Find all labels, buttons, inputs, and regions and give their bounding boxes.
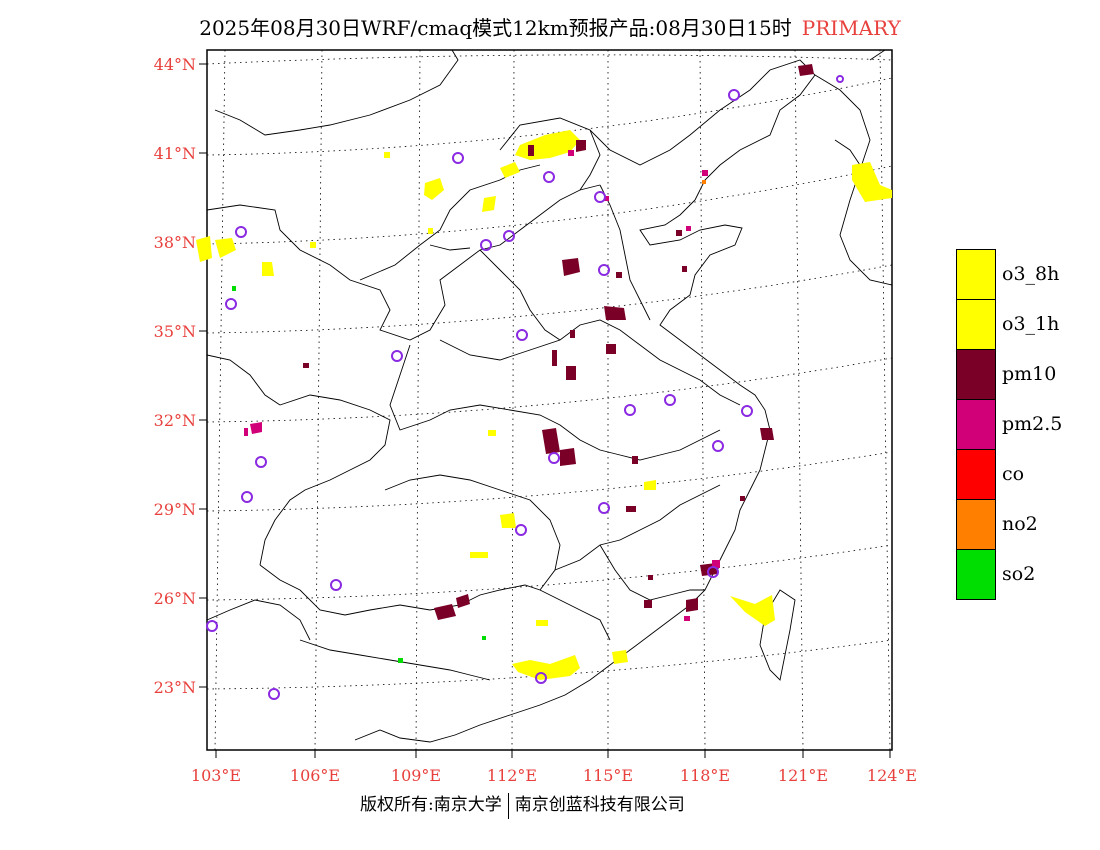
pm25-cell: [250, 422, 262, 434]
o3-cell: [500, 162, 520, 178]
lat-label: 35°N: [153, 322, 196, 341]
o3-cell-taiwan-strait: [730, 595, 775, 626]
boundaries: [206, 49, 893, 743]
lat-label: 38°N: [153, 233, 196, 252]
lon-label: 121°E: [777, 766, 829, 785]
o3-cell: [612, 650, 628, 664]
legend-label: pm10: [1002, 363, 1057, 385]
o3-cell: [424, 178, 444, 200]
copyright-right: 南京创蓝科技有限公司: [514, 795, 685, 815]
lon-label: 106°E: [289, 766, 341, 785]
lon-label: 124°E: [866, 766, 918, 785]
legend-label: o3_8h: [1002, 263, 1060, 285]
legend-swatch: [956, 349, 996, 400]
o3-cell-korea: [852, 162, 892, 202]
o3-cell: [215, 238, 236, 258]
legend-label: so2: [1002, 563, 1036, 585]
lon-label: 109°E: [390, 766, 442, 785]
legend-swatch: [956, 499, 996, 550]
o3-cell: [482, 196, 496, 212]
legend-label: co: [1002, 463, 1025, 485]
pm10-cell-wuhan: [542, 428, 560, 454]
legend-swatch: [956, 399, 996, 450]
lat-label: 23°N: [153, 678, 196, 697]
legend-swatch: [956, 449, 996, 500]
lat-label: 41°N: [153, 144, 196, 163]
o3-cell: [644, 480, 656, 490]
o3-cell: [262, 262, 274, 276]
station-markers: [206, 75, 844, 700]
lon-label: 115°E: [582, 766, 634, 785]
pollution-cells: [196, 64, 892, 680]
legend-swatch: [956, 299, 996, 350]
pm10-cell: [798, 64, 814, 76]
graticule: [206, 49, 893, 751]
lat-label: 29°N: [153, 500, 196, 519]
legend-label: o3_1h: [1002, 313, 1060, 335]
o3-cell-south: [512, 655, 580, 680]
lat-label: 44°N: [153, 55, 196, 74]
copyright-footer: 版权所有:南京大学 南京创蓝科技有限公司: [360, 790, 685, 819]
legend-swatch: [956, 249, 996, 300]
legend-label: pm2.5: [1002, 413, 1063, 435]
lon-label: 112°E: [486, 766, 538, 785]
o3-cell: [500, 513, 516, 528]
title-text: 2025年08月30日WRF/cmaq模式12km预报产品:08月30日15时: [199, 16, 792, 40]
o3-cell: [196, 236, 212, 262]
title-tag: PRIMARY: [801, 16, 901, 40]
footer-divider: [507, 792, 509, 819]
o3-cell: [536, 620, 548, 626]
copyright-left: 版权所有:南京大学: [360, 795, 502, 815]
page-title: 2025年08月30日WRF/cmaq模式12km预报产品:08月30日15时 P…: [0, 12, 1100, 41]
legend-label: no2: [1002, 513, 1038, 535]
axis-ticks: [199, 63, 891, 758]
lat-label: 32°N: [153, 411, 196, 430]
lon-label: 103°E: [190, 766, 242, 785]
lat-label: 26°N: [153, 589, 196, 608]
lon-label: 118°E: [679, 766, 731, 785]
legend-swatch: [956, 549, 996, 600]
o3-cell: [470, 552, 488, 558]
